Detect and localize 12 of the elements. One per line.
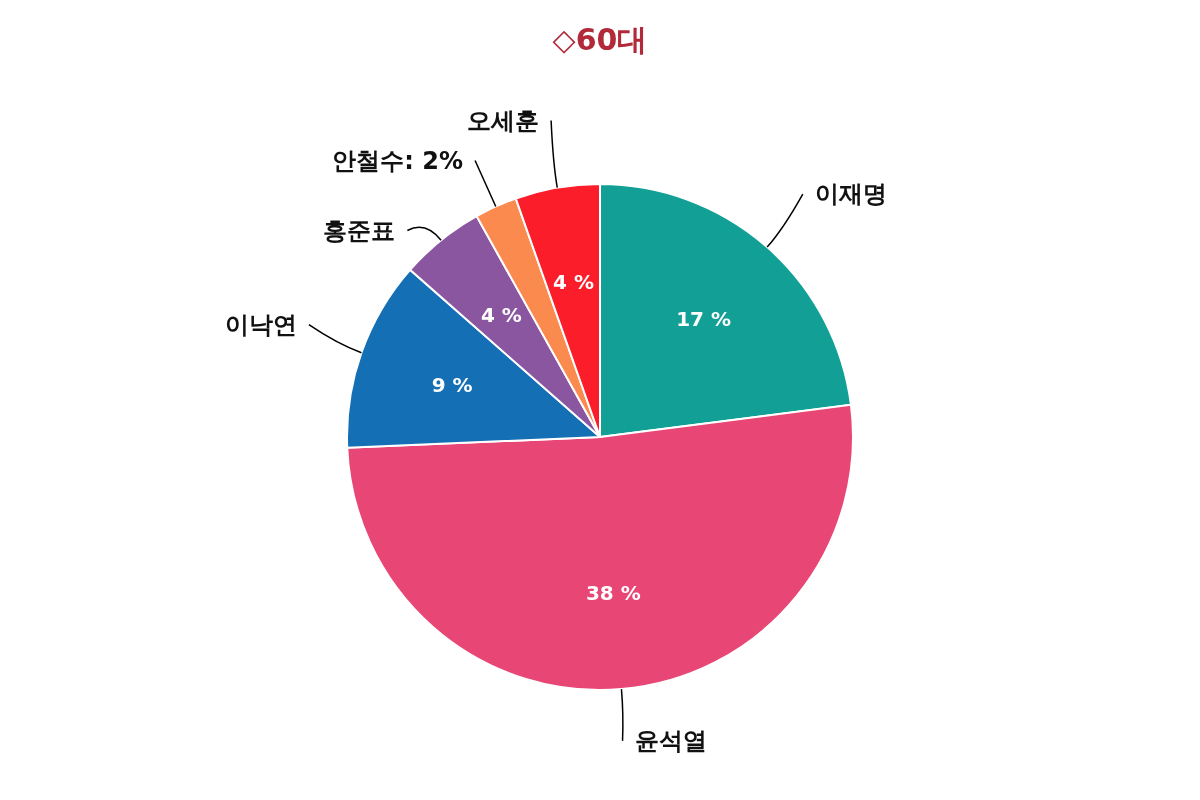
slice-label: 이낙연 bbox=[224, 310, 297, 339]
chart-title: ◇60대 bbox=[552, 22, 648, 57]
slice-label: 윤석열 bbox=[634, 726, 707, 755]
data-label: 17 % bbox=[676, 307, 732, 332]
slice-label: 오세훈 bbox=[467, 106, 540, 135]
slice-label: 안철수: 2% bbox=[332, 146, 464, 175]
data-label: 4 % bbox=[553, 270, 594, 295]
slice-label: 홍준표 bbox=[323, 216, 396, 245]
slice-label: 이재명 bbox=[814, 180, 887, 209]
data-label: 9 % bbox=[431, 372, 473, 397]
data-label: 38 % bbox=[585, 581, 641, 606]
data-label: 4 % bbox=[481, 302, 522, 327]
